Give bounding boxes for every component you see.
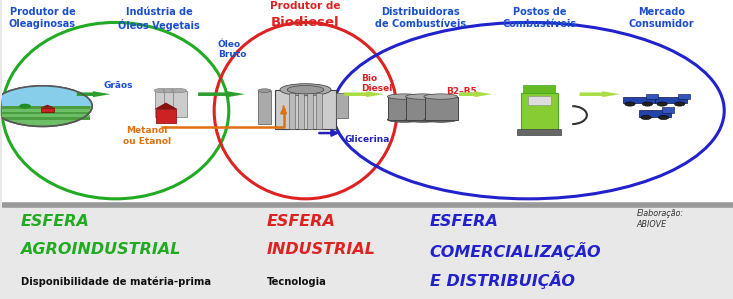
Ellipse shape (258, 89, 271, 92)
Text: ESFERA: ESFERA (430, 214, 498, 229)
Text: Produtor de: Produtor de (270, 1, 341, 11)
Polygon shape (345, 91, 383, 97)
FancyBboxPatch shape (646, 94, 658, 99)
Circle shape (642, 102, 652, 106)
Text: ESFERA: ESFERA (267, 214, 336, 229)
FancyBboxPatch shape (163, 91, 178, 117)
FancyBboxPatch shape (424, 97, 458, 120)
FancyBboxPatch shape (528, 96, 551, 105)
FancyBboxPatch shape (155, 109, 176, 123)
FancyBboxPatch shape (275, 90, 336, 129)
FancyBboxPatch shape (655, 97, 687, 103)
Text: ESFERA: ESFERA (21, 214, 89, 229)
Circle shape (625, 102, 635, 106)
Text: Glicerina: Glicerina (345, 135, 390, 144)
Ellipse shape (387, 117, 421, 122)
FancyBboxPatch shape (42, 108, 54, 112)
Ellipse shape (424, 94, 457, 99)
FancyBboxPatch shape (316, 93, 322, 129)
FancyBboxPatch shape (336, 93, 348, 118)
Text: Mercado
Consumidor: Mercado Consumidor (629, 7, 694, 29)
Text: B2–B5: B2–B5 (446, 87, 477, 96)
FancyBboxPatch shape (2, 0, 733, 205)
FancyBboxPatch shape (307, 93, 313, 129)
FancyBboxPatch shape (0, 112, 89, 114)
Ellipse shape (387, 94, 421, 99)
Circle shape (641, 115, 651, 120)
FancyBboxPatch shape (290, 93, 295, 129)
Circle shape (0, 86, 92, 126)
FancyBboxPatch shape (0, 117, 89, 120)
Text: AGROINDUSTRIAL: AGROINDUSTRIAL (21, 242, 181, 257)
FancyBboxPatch shape (172, 91, 187, 117)
Text: Biodiesel: Biodiesel (271, 16, 340, 29)
FancyBboxPatch shape (0, 109, 89, 112)
Ellipse shape (163, 89, 177, 93)
Ellipse shape (154, 89, 169, 93)
FancyBboxPatch shape (662, 107, 674, 113)
Ellipse shape (424, 117, 457, 122)
FancyBboxPatch shape (622, 97, 655, 103)
Text: INDUSTRIAL: INDUSTRIAL (267, 242, 376, 257)
Circle shape (674, 102, 685, 106)
FancyBboxPatch shape (521, 93, 558, 132)
Polygon shape (580, 91, 619, 97)
Text: Indústria de
Óleos Vegetais: Indústria de Óleos Vegetais (119, 7, 200, 31)
Ellipse shape (287, 86, 324, 94)
FancyBboxPatch shape (678, 94, 690, 99)
FancyBboxPatch shape (298, 93, 304, 129)
Polygon shape (198, 91, 245, 97)
FancyBboxPatch shape (388, 97, 421, 120)
Circle shape (19, 104, 31, 109)
Text: Grãos: Grãos (103, 81, 133, 90)
Ellipse shape (280, 84, 331, 96)
Ellipse shape (405, 94, 439, 99)
Circle shape (658, 115, 668, 120)
Text: Disponibilidade de matéria-prima: Disponibilidade de matéria-prima (21, 277, 210, 287)
Polygon shape (40, 105, 55, 108)
Polygon shape (154, 103, 177, 109)
FancyBboxPatch shape (523, 85, 556, 93)
FancyBboxPatch shape (155, 91, 169, 117)
Ellipse shape (172, 89, 186, 93)
FancyBboxPatch shape (406, 97, 440, 120)
Text: Postos de
Combustíveis: Postos de Combustíveis (502, 7, 576, 29)
FancyBboxPatch shape (517, 129, 561, 135)
Text: COMERCIALIZAÇÃO: COMERCIALIZAÇÃO (430, 242, 601, 260)
Wedge shape (0, 86, 92, 106)
Text: Metanol
ou Etanol: Metanol ou Etanol (123, 126, 171, 146)
FancyBboxPatch shape (0, 115, 89, 117)
FancyBboxPatch shape (638, 110, 671, 117)
Text: Tecnologia: Tecnologia (267, 277, 327, 286)
Polygon shape (77, 91, 111, 97)
Text: Bio
Diesel: Bio Diesel (361, 74, 392, 93)
Text: Elaboração:
ABIOVE: Elaboração: ABIOVE (636, 209, 684, 229)
FancyBboxPatch shape (0, 106, 89, 109)
Circle shape (657, 102, 667, 106)
FancyBboxPatch shape (258, 91, 271, 124)
Text: E DISTRIBUIÇÃO: E DISTRIBUIÇÃO (430, 271, 575, 289)
Text: Distribuidoras
de Combustíveis: Distribuidoras de Combustíveis (375, 7, 465, 29)
Text: Produtor de
Oleaginosas: Produtor de Oleaginosas (9, 7, 76, 29)
Polygon shape (459, 91, 492, 97)
Text: Óleo
Bruto: Óleo Bruto (218, 40, 246, 59)
Ellipse shape (405, 117, 439, 122)
